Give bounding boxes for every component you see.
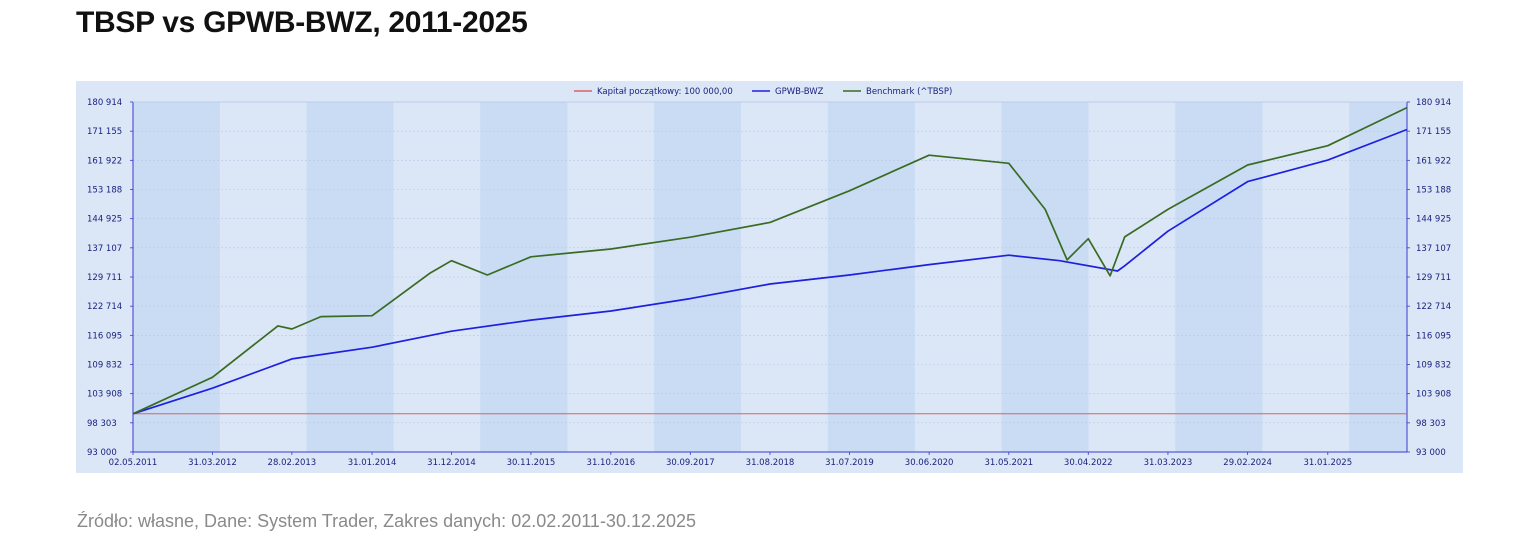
x-tick-label: 29.02.2024 [1223,458,1272,468]
x-tick-label: 31.07.2019 [825,458,874,468]
y-tick-label-left: 98 303 [87,419,117,429]
x-tick-label: 31.10.2016 [587,458,636,468]
legend-entry-capital: Kapitał początkowy: 100 000,00 [597,87,733,97]
y-tick-label-right: 116 095 [1416,331,1451,341]
axes: 93 000 93 000 98 303 98 303 103 908 103 908 10… [87,98,1451,468]
legend-entry-gpwb-bwz: GPWB-BWZ [775,87,824,97]
page-title: TBSP vs GPWB-BWZ, 2011-2025 [76,6,528,39]
y-tick-label-left: 153 188 [87,186,122,196]
y-tick-label-left: 93 000 [87,448,117,458]
series-lines [132,106,1408,415]
x-tick-label: 30.09.2017 [666,458,715,468]
x-tick-label: 02.05.2011 [109,458,158,468]
y-tick-label-left: 180 914 [87,98,122,108]
chart: 93 000 93 000 98 303 98 303 103 908 103 908 10… [76,81,1463,473]
x-tick-label: 31.03.2012 [188,458,237,468]
chart-svg: 93 000 93 000 98 303 98 303 103 908 103 908 10… [76,81,1463,473]
y-tick-label-left: 109 832 [87,361,122,371]
x-tick-label: 30.06.2020 [905,458,954,468]
y-tick-label-right: 109 832 [1416,361,1451,371]
x-tick-label: 30.11.2015 [507,458,556,468]
legend-entry-benchmark: Benchmark (^TBSP) [866,87,952,97]
y-tick-label-left: 103 908 [87,390,122,400]
x-tick-label: 31.01.2014 [348,458,397,468]
y-tick-label-right: 129 711 [1416,273,1451,283]
x-tick-label: 31.01.2025 [1303,458,1352,468]
source-note: Źródło: własne, Dane: System Trader, Zak… [77,511,697,531]
grid-lines [133,101,1407,453]
x-tick-label: 28.02.2013 [268,458,317,468]
y-tick-label-right: 137 107 [1416,244,1451,254]
y-tick-label-left: 137 107 [87,244,122,254]
x-tick-label: 31.12.2014 [427,458,476,468]
y-tick-label-right: 180 914 [1416,98,1451,108]
y-tick-label-left: 171 155 [87,127,122,137]
gpwb-bwz-line [132,128,1408,415]
y-tick-label-right: 161 922 [1416,156,1451,166]
y-tick-label-right: 122 714 [1416,302,1451,312]
y-tick-label-left: 161 922 [87,156,122,166]
y-tick-label-right: 93 000 [1416,448,1446,458]
y-tick-label-left: 116 095 [87,331,122,341]
x-tick-label: 30.04.2022 [1064,458,1113,468]
y-tick-label-right: 153 188 [1416,186,1451,196]
x-tick-label: 31.03.2023 [1144,458,1193,468]
y-tick-label-left: 122 714 [87,302,122,312]
y-tick-label-right: 171 155 [1416,127,1451,137]
legend: Kapitał początkowy: 100 000,00 GPWB-BWZ Be… [574,87,952,97]
y-tick-label-left: 144 925 [87,215,122,225]
x-tick-label: 31.08.2018 [746,458,795,468]
y-tick-label-right: 144 925 [1416,215,1451,225]
x-tick-label: 31.05.2021 [984,458,1033,468]
y-tick-label-right: 98 303 [1416,419,1446,429]
y-tick-label-right: 103 908 [1416,390,1451,400]
y-tick-label-left: 129 711 [87,273,122,283]
benchmark-line [132,106,1408,415]
